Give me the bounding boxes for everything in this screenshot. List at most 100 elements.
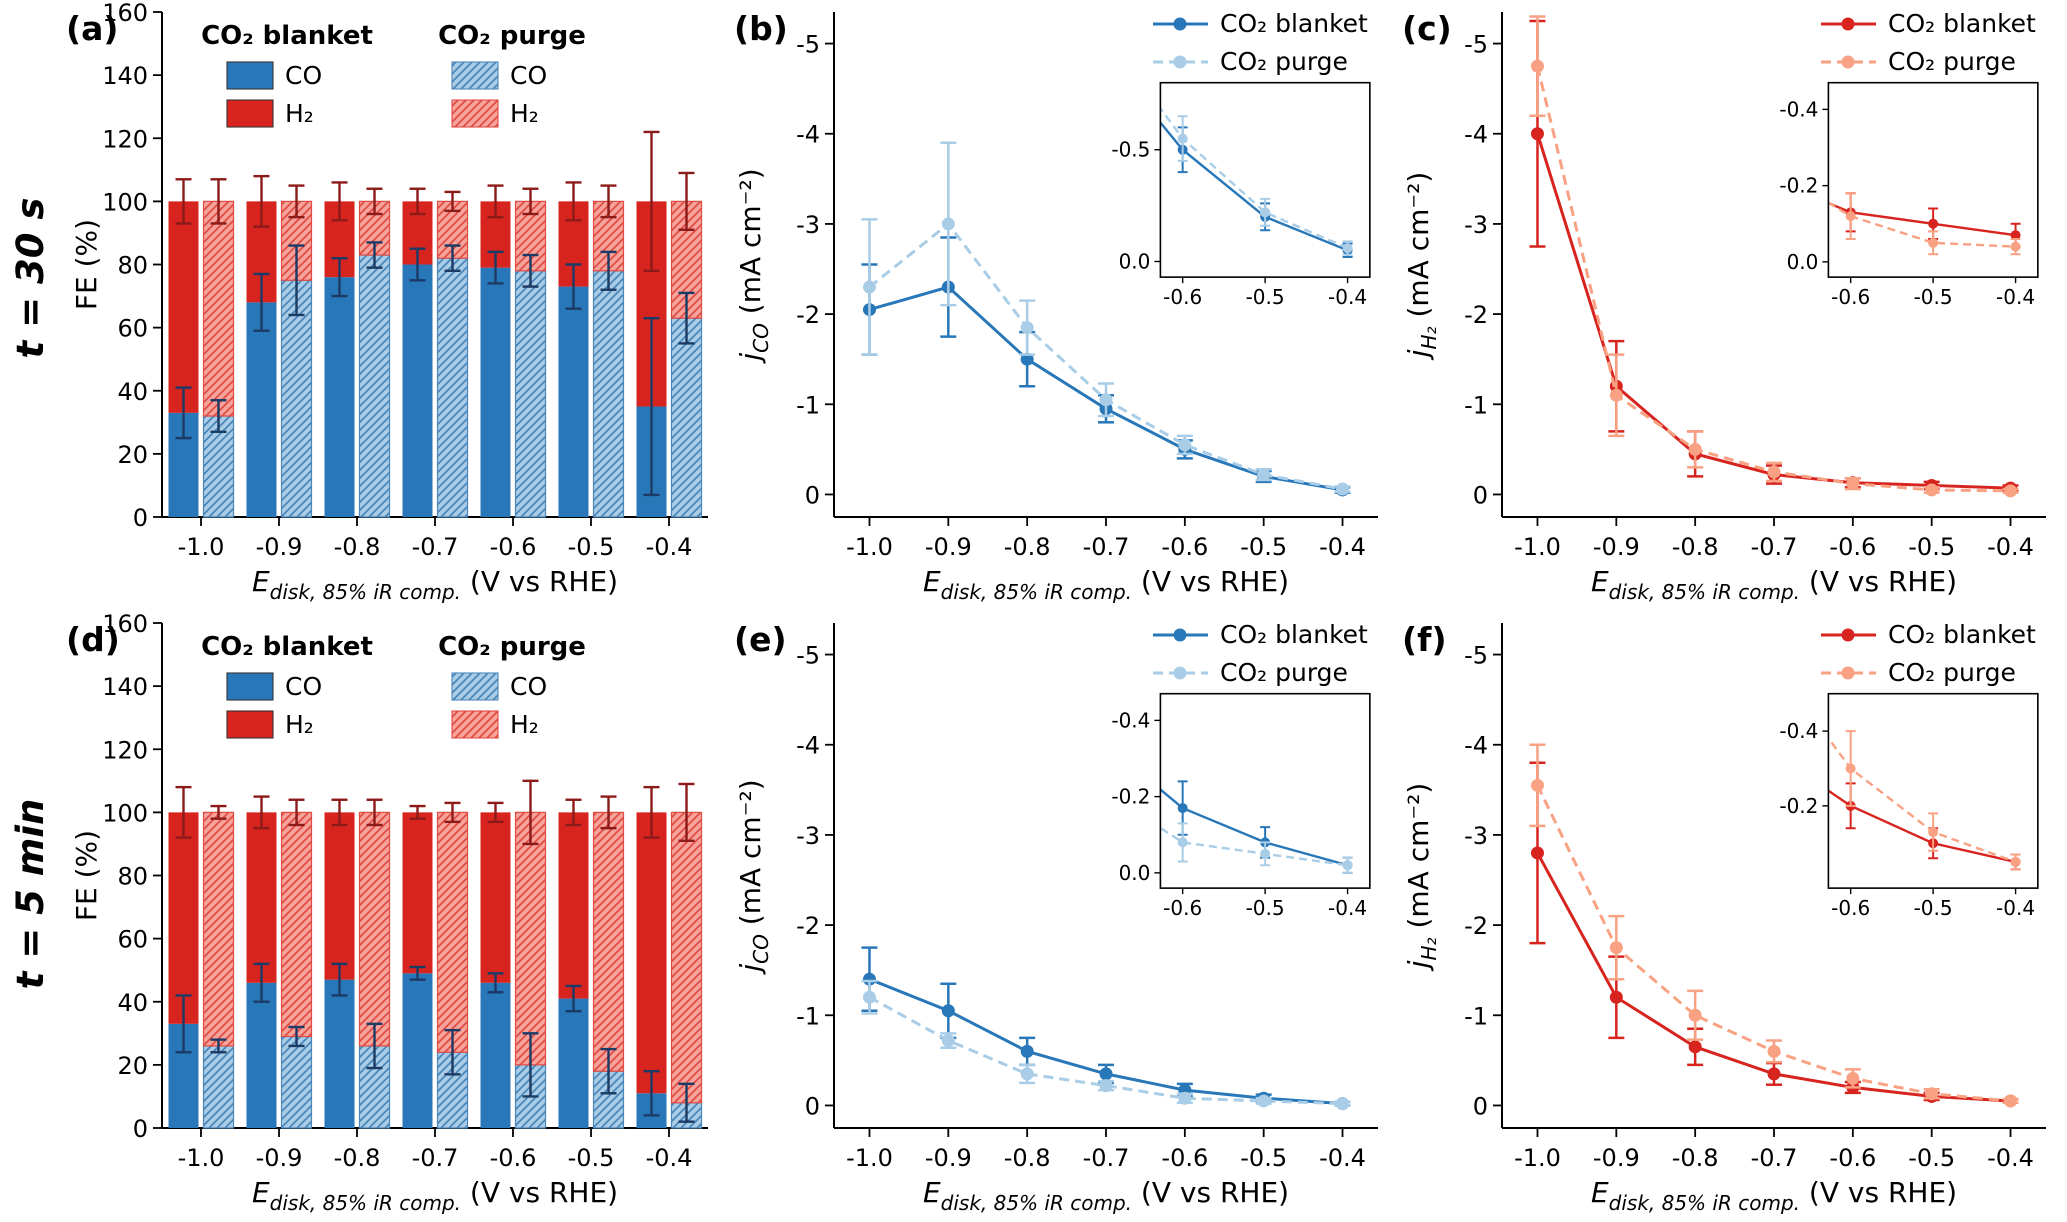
axes: 0 20 40 60 80 100 120 140 160 -1.0 -0.9 -0.8 -0.7 -0.… (102, 0, 708, 561)
svg-text:CO₂ purge: CO₂ purge (1220, 47, 1348, 76)
svg-text:-0.4: -0.4 (1779, 97, 1818, 121)
svg-text:Edisk, 85% iR comp. (V vs RHE): Edisk, 85% iR comp. (V vs RHE) (252, 565, 618, 604)
svg-text:-5: -5 (796, 642, 820, 670)
svg-text:FE (%): FE (%) (70, 830, 103, 921)
legend: CO₂ blanket CO₂ purge (1153, 9, 1368, 76)
svg-text:-0.9: -0.9 (1593, 1144, 1640, 1172)
svg-text:0: 0 (133, 504, 148, 532)
svg-text:jCO (mA cm⁻²): jCO (mA cm⁻²) (734, 168, 773, 364)
svg-text:(c): (c) (1402, 9, 1452, 48)
svg-text:-0.6: -0.6 (1163, 896, 1202, 920)
svg-text:Edisk, 85% iR comp. (V vs RHE): Edisk, 85% iR comp. (V vs RHE) (923, 565, 1289, 604)
svg-text:-2: -2 (1464, 912, 1488, 940)
svg-text:-0.8: -0.8 (1672, 533, 1719, 561)
svg-text:CO: CO (510, 672, 547, 701)
svg-text:-5: -5 (1464, 642, 1488, 670)
svg-text:120: 120 (102, 125, 148, 153)
axes: 0 -1 -2 -3 -4 -5 -1.0 -0.9 -0.8 -0.7 -0.6 -0.5 -0.4 (1464, 12, 2046, 561)
svg-text:60: 60 (117, 315, 148, 343)
panel-b-jco-line-chart: 0 -1 -2 -3 -4 -5 -1.0 -0.9 -0.8 -0.7 -0.6 -0.5 -0.4 C… (734, 9, 1378, 604)
svg-text:-0.7: -0.7 (1751, 533, 1798, 561)
legend: CO₂ blanket CO₂ purge CO H₂ CO H₂ (201, 21, 586, 128)
svg-text:-0.7: -0.7 (1751, 1144, 1798, 1172)
svg-text:-0.9: -0.9 (925, 533, 972, 561)
svg-text:-0.8: -0.8 (1004, 1144, 1051, 1172)
svg-text:0: 0 (1473, 1092, 1488, 1120)
svg-text:140: 140 (102, 62, 148, 90)
svg-text:-3: -3 (1464, 822, 1488, 850)
svg-text:H₂: H₂ (285, 710, 314, 739)
svg-text:-0.6: -0.6 (1829, 533, 1876, 561)
svg-text:CO₂ blanket: CO₂ blanket (201, 21, 373, 51)
svg-text:CO₂ purge: CO₂ purge (1220, 658, 1348, 687)
svg-text:-0.6: -0.6 (1163, 285, 1202, 309)
svg-text:-0.5: -0.5 (1908, 1144, 1955, 1172)
svg-text:40: 40 (117, 989, 148, 1017)
svg-text:CO₂ blanket: CO₂ blanket (1888, 9, 2036, 38)
svg-text:(d): (d) (66, 620, 120, 659)
inset: -0.4 -0.2 0.0 -0.6 -0.5 -0.4 (1779, 81, 2039, 309)
svg-text:-1: -1 (1464, 391, 1488, 419)
svg-text:CO₂ blanket: CO₂ blanket (1888, 620, 2036, 649)
svg-text:-0.5: -0.5 (1246, 896, 1285, 920)
svg-text:-1: -1 (796, 391, 820, 419)
svg-text:-0.5: -0.5 (1246, 285, 1285, 309)
svg-text:-0.4: -0.4 (1987, 1144, 2034, 1172)
svg-text:0: 0 (133, 1115, 148, 1143)
svg-text:-1.0: -1.0 (846, 1144, 893, 1172)
inset: -0.5 0.0 -0.6 -0.5 -0.4 (1111, 81, 1371, 309)
svg-text:-0.2: -0.2 (1779, 174, 1818, 198)
svg-text:-0.5: -0.5 (568, 1144, 615, 1172)
svg-text:-0.4: -0.4 (1987, 533, 2034, 561)
svg-text:-0.5: -0.5 (1240, 1144, 1287, 1172)
legend: CO₂ blanket CO₂ purge CO H₂ CO H₂ (201, 632, 586, 739)
svg-text:-0.7: -0.7 (412, 1144, 459, 1172)
row-label-gutter: t = 30 s t = 5 min (0, 0, 62, 1222)
panel-d-fe-bar-chart: 0 20 40 60 80 100 120 140 160 -1.0 -0.9 -0.8 -0.7 -0.… (66, 611, 708, 1215)
svg-text:-4: -4 (1464, 121, 1488, 149)
svg-text:-0.8: -0.8 (334, 533, 381, 561)
svg-text:-0.7: -0.7 (1083, 1144, 1130, 1172)
svg-text:0: 0 (1473, 481, 1488, 509)
svg-text:-0.9: -0.9 (1593, 533, 1640, 561)
svg-text:jCO (mA cm⁻²): jCO (mA cm⁻²) (734, 779, 773, 975)
svg-text:0: 0 (805, 1092, 820, 1120)
svg-text:Edisk, 85% iR comp. (V vs RHE): Edisk, 85% iR comp. (V vs RHE) (923, 1176, 1289, 1215)
bars-group (168, 811, 703, 1129)
svg-text:-1.0: -1.0 (846, 533, 893, 561)
error-bars-group (175, 779, 695, 1123)
svg-text:60: 60 (117, 926, 148, 954)
svg-text:(f): (f) (1402, 620, 1447, 659)
svg-text:-0.6: -0.6 (1829, 1144, 1876, 1172)
svg-text:100: 100 (102, 188, 148, 216)
svg-text:-0.4: -0.4 (1111, 708, 1150, 732)
svg-text:-4: -4 (796, 121, 820, 149)
svg-text:-0.6: -0.6 (1161, 1144, 1208, 1172)
svg-text:-2: -2 (796, 912, 820, 940)
svg-text:0.0: 0.0 (1119, 861, 1151, 885)
svg-text:-0.4: -0.4 (646, 1144, 693, 1172)
svg-text:-3: -3 (796, 822, 820, 850)
svg-text:-0.6: -0.6 (490, 1144, 537, 1172)
svg-text:20: 20 (117, 1052, 148, 1080)
svg-text:-0.4: -0.4 (1779, 719, 1818, 743)
inset: -0.4 -0.2 -0.6 -0.5 -0.4 (1779, 692, 2039, 920)
series-purge (861, 141, 1351, 496)
svg-text:-0.9: -0.9 (256, 533, 303, 561)
panel-a-fe-bar-chart: 0 20 40 60 80 100 120 140 160 -1.0 -0.9 -0.8 -0.7 -0.… (66, 0, 708, 604)
svg-text:CO₂ blanket: CO₂ blanket (1220, 9, 1368, 38)
svg-text:-0.6: -0.6 (1831, 285, 1870, 309)
svg-text:-0.4: -0.4 (1996, 896, 2035, 920)
svg-text:-1: -1 (796, 1002, 820, 1030)
bars-group (168, 200, 703, 518)
svg-text:-0.5: -0.5 (1111, 138, 1150, 162)
svg-text:CO: CO (285, 672, 322, 701)
svg-text:-1.0: -1.0 (1514, 533, 1561, 561)
svg-text:-2: -2 (1464, 301, 1488, 329)
svg-text:-5: -5 (796, 31, 820, 59)
panel-c-jh2-line-chart: 0-1-2-3-4-5-1.0 -0.9 -0.8 -0.7 -0.6 -0.5 -0.4C… (1402, 9, 2046, 604)
svg-text:-0.5: -0.5 (568, 533, 615, 561)
svg-text:160: 160 (102, 0, 148, 27)
panel-e-jco-line-chart: 0-1-2-3-4-5-1.0 -0.9 -0.8 -0.7 -0.6 -0.5 -0.4C… (734, 620, 1378, 1215)
svg-text:-0.7: -0.7 (1083, 533, 1130, 561)
